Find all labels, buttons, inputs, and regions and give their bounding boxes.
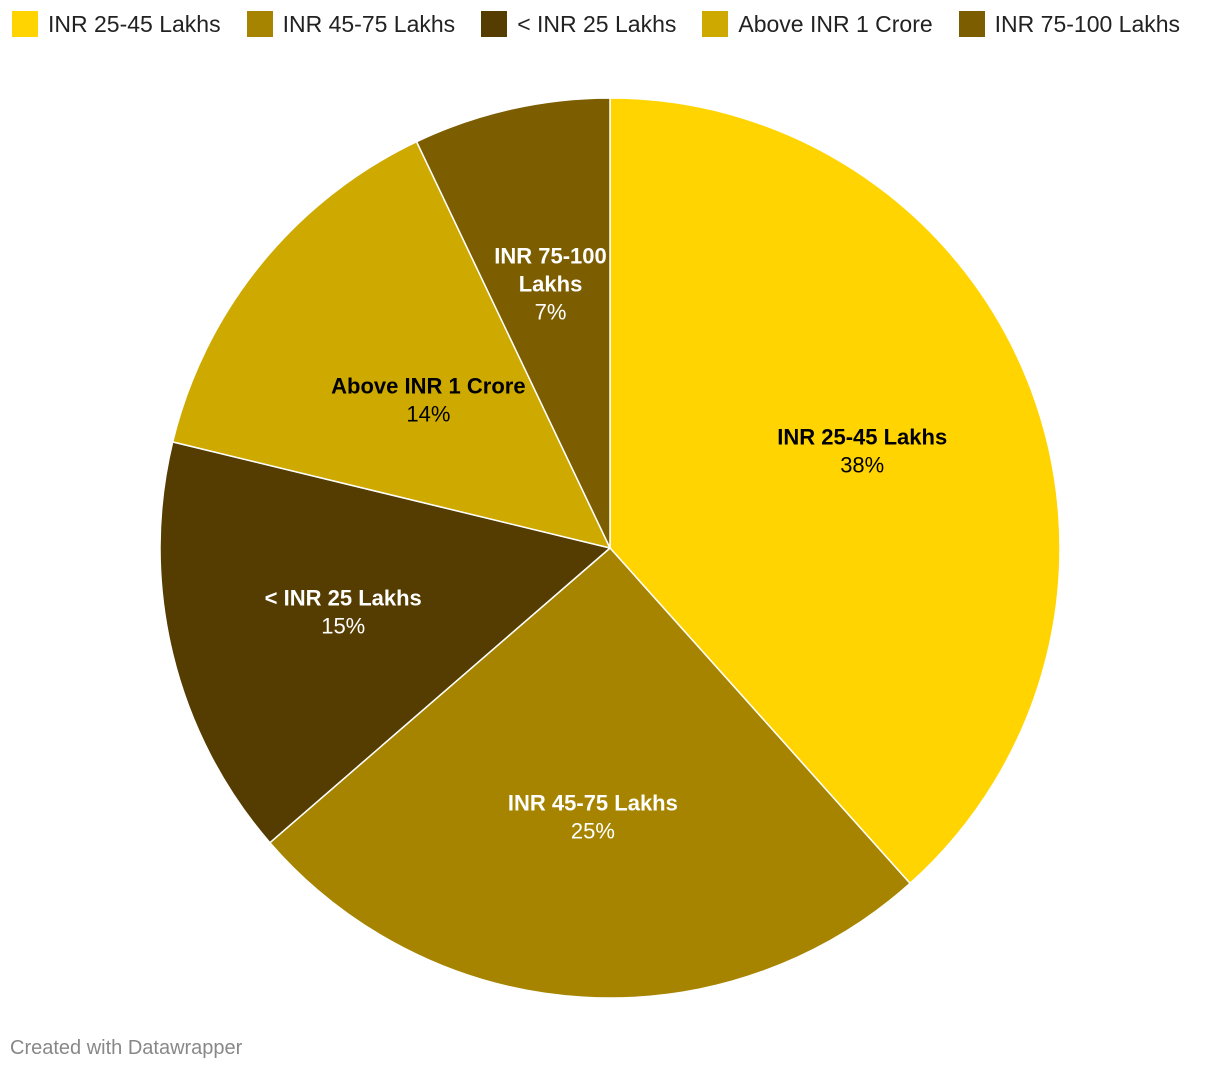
slice-label: Lakhs (519, 272, 583, 297)
legend-swatch (246, 11, 273, 37)
pie-slice (415, 97, 611, 549)
legend-item: INR 25-45 Lakhs (12, 11, 221, 38)
slice-label: INR 45-75 Lakhs (508, 790, 678, 815)
legend-swatch (12, 11, 38, 37)
slice-value-label: 25% (571, 818, 615, 843)
legend-label: Above INR 1 Crore (738, 10, 933, 37)
slice-label: < INR 25 Lakhs (265, 586, 422, 611)
pie-slice (268, 546, 912, 999)
slice-label: INR 75-100 (494, 244, 607, 269)
slice-value-label: 38% (840, 453, 884, 478)
legend-item: INR 75-100 Lakhs (958, 10, 1181, 38)
datawrapper-credit: Created with Datawrapper (10, 1037, 243, 1059)
slice-value-label: 14% (406, 401, 450, 426)
slice-label: Above INR 1 Crore (331, 373, 525, 398)
legend-item: < INR 25 Lakhs (481, 11, 676, 38)
slice-label: INR 25-45 Lakhs (777, 425, 947, 450)
legend-label: INR 25-45 Lakhs (48, 10, 221, 37)
chart-legend: INR 25-45 Lakhs INR 45-75 Lakhs < INR 25… (12, 8, 1206, 40)
legend-item: INR 45-75 Lakhs (246, 10, 456, 38)
pie-slice (171, 140, 612, 550)
legend-label: INR 75-100 Lakhs (994, 10, 1181, 37)
pie-slice (609, 97, 1061, 885)
legend-swatch (481, 11, 508, 37)
legend-swatch (702, 11, 729, 37)
legend-label: INR 45-75 Lakhs (282, 10, 456, 37)
slice-value-label: 15% (321, 614, 365, 639)
legend-swatch (958, 11, 985, 37)
slice-value-label: 7% (535, 300, 567, 325)
pie-slice (159, 441, 612, 844)
legend-item: Above INR 1 Crore (702, 10, 933, 38)
legend-label: < INR 25 Lakhs (517, 10, 677, 37)
